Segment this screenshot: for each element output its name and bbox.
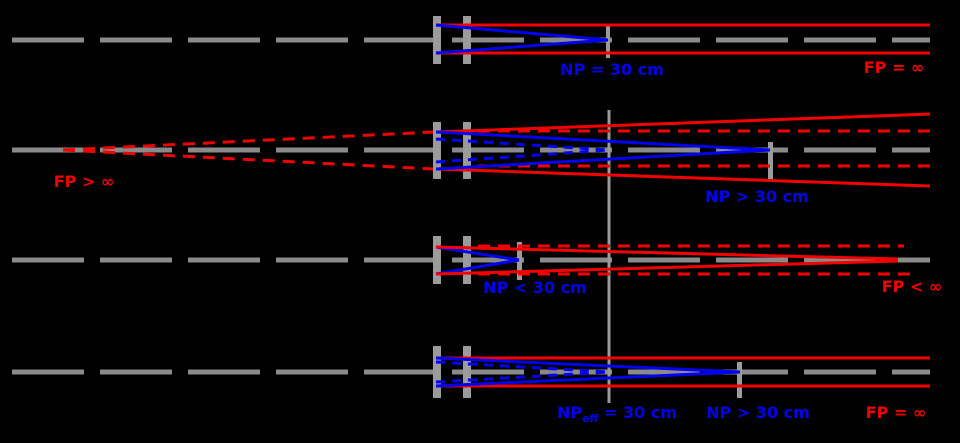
label-np-corrected: NP > 30 cm — [706, 403, 810, 422]
label-np-eff-corrected: NPeff = 30 cm — [557, 403, 677, 425]
near-ray — [435, 148, 771, 171]
eye-element-bar — [463, 16, 471, 64]
near-ray — [435, 23, 609, 42]
eye-element-bar — [433, 236, 441, 284]
label-np-normal: NP = 30 cm — [560, 60, 664, 79]
eye-element-bar — [433, 346, 441, 398]
eye-element-bar — [463, 122, 471, 179]
label-fp-hyperopia: FP > ∞ — [54, 172, 115, 191]
label-fp-normal: FP = ∞ — [864, 58, 925, 77]
label-fp-corrected: FP = ∞ — [866, 403, 927, 422]
eye-element-bar — [463, 236, 471, 284]
label-np-myopia: NP < 30 cm — [483, 278, 587, 297]
eye-element-bar — [463, 346, 471, 398]
label-np-hyperopia: NP > 30 cm — [705, 187, 809, 206]
far-ray — [435, 245, 899, 261]
label-np-eff-corrected-text: NP — [557, 403, 582, 422]
eye-element-bar — [433, 122, 441, 179]
near-ray — [435, 356, 741, 374]
near-ray — [435, 245, 520, 262]
near-ray — [435, 130, 771, 152]
near-point-marker — [768, 142, 773, 182]
label-np-eff-corrected-subscript: eff — [582, 412, 598, 425]
near-ray — [435, 258, 520, 276]
label-fp-myopia: FP < ∞ — [882, 277, 943, 296]
reference-near-ray — [435, 137, 610, 152]
far-ray — [435, 167, 931, 188]
near-point-marker — [606, 26, 610, 58]
eye-element-bar — [433, 16, 441, 64]
near-ray — [435, 370, 741, 388]
near-ray — [435, 38, 609, 55]
label-np-eff-corrected-text: = 30 cm — [598, 403, 677, 422]
effective-near-ray — [435, 360, 610, 374]
effective-near-ray — [435, 370, 610, 384]
reference-near-ray — [435, 148, 610, 164]
near-point-marker — [737, 362, 742, 398]
virtual-far-ray — [62, 148, 434, 171]
far-ray — [435, 259, 899, 276]
virtual-far-ray — [62, 130, 434, 152]
near-point-marker — [517, 242, 522, 280]
far-ray — [435, 112, 931, 134]
